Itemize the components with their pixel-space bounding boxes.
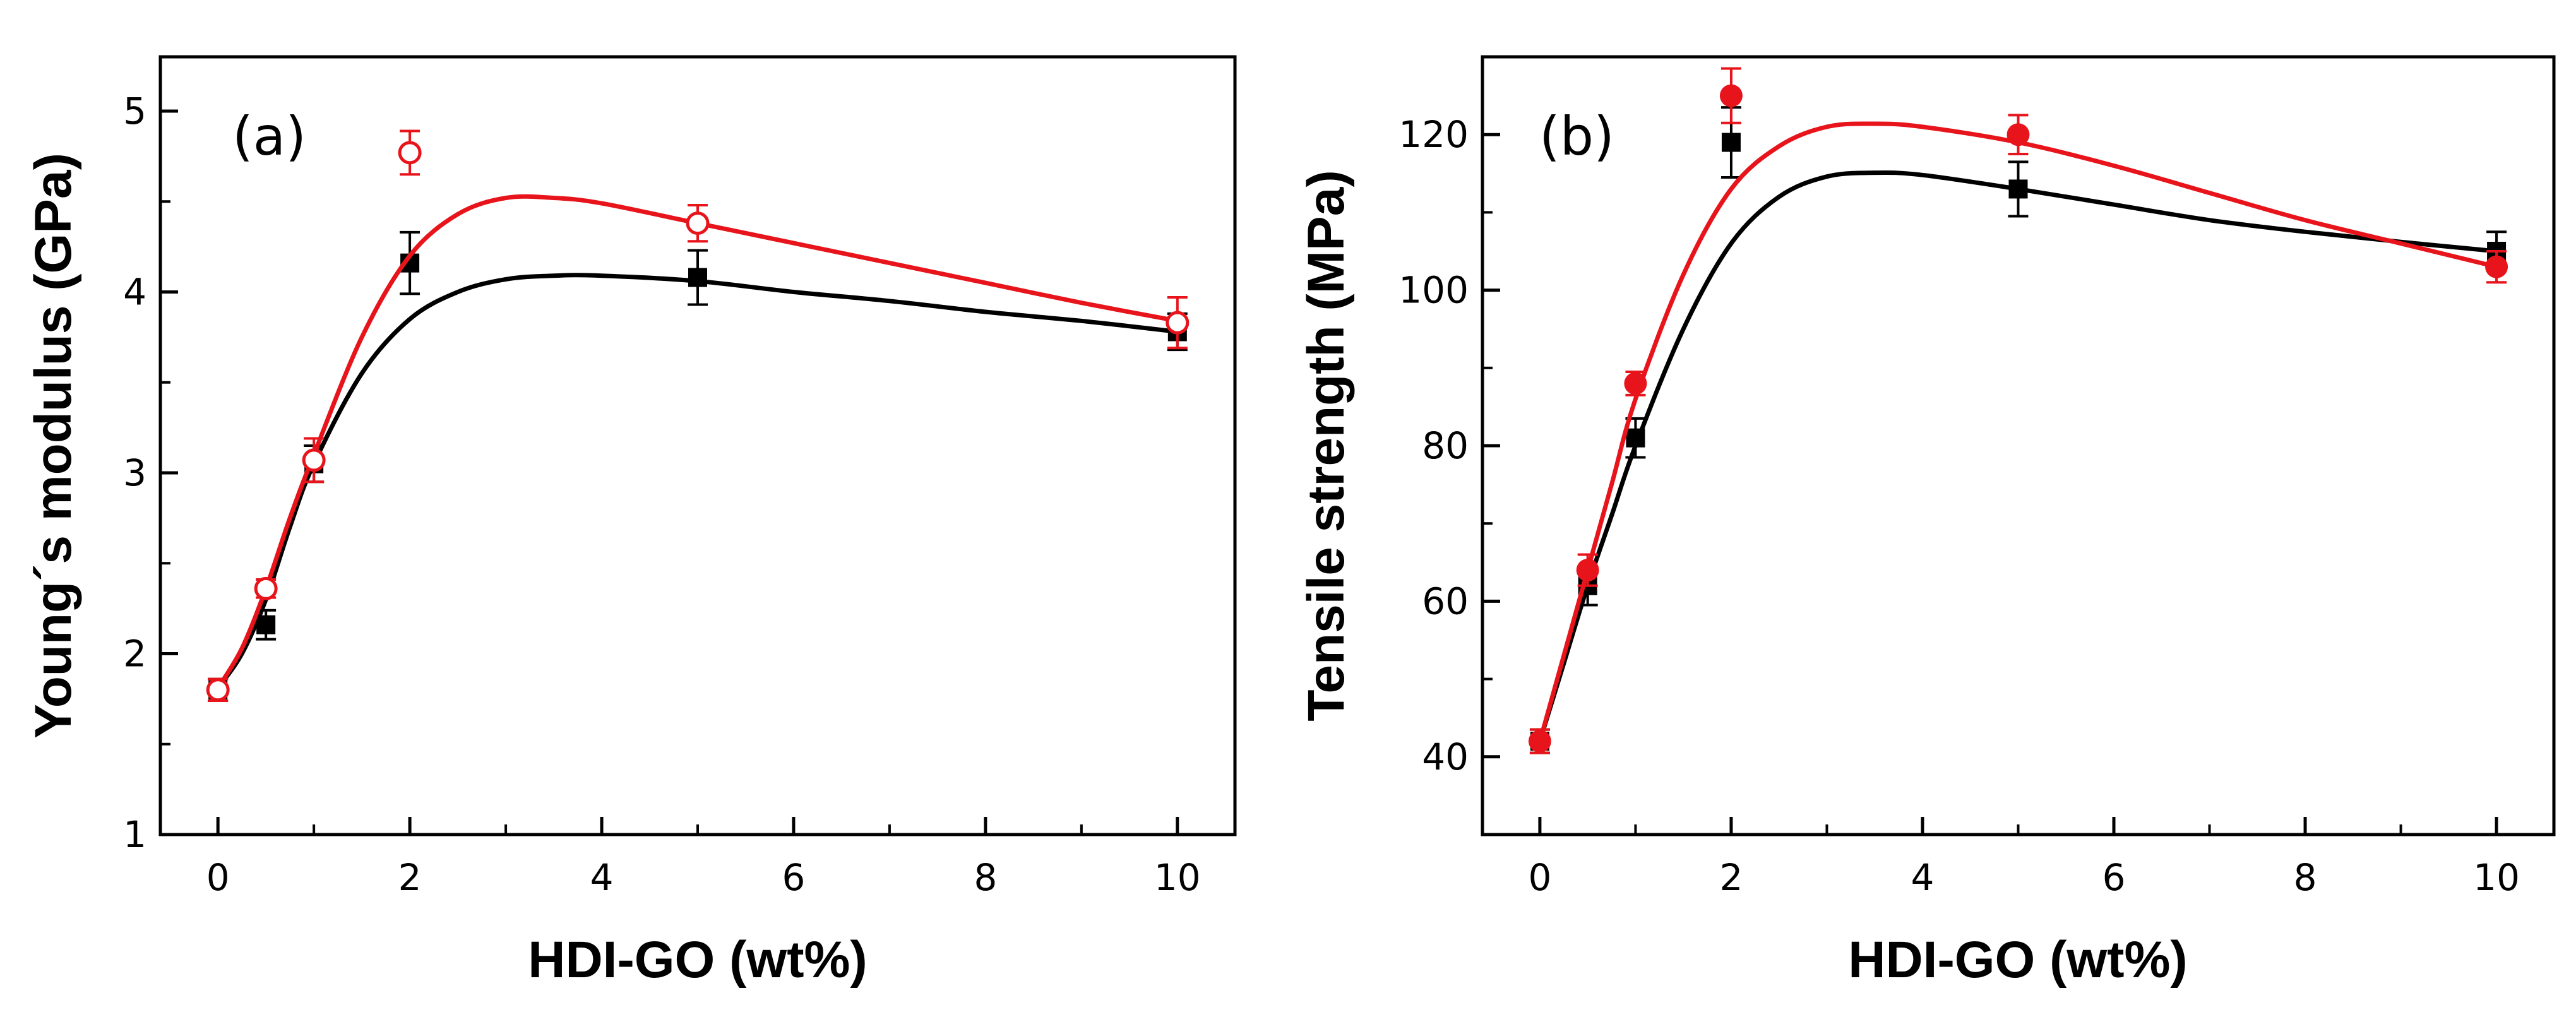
y-tick-label: 60 [1422,580,1469,622]
x-tick-label: 10 [2473,856,2520,899]
panel-b: 40 60 80 100 120 0 2 4 6 8 10 (b) HDI-GO (wt%) Te… [1297,55,2556,989]
x-axis-title-a: HDI-GO (wt%) [528,931,867,989]
y-tick-label: 120 [1398,113,1469,156]
series-1 [1529,106,2507,754]
y-tick-label: 100 [1398,269,1469,312]
x-tick-label: 8 [974,856,997,899]
series-2 [206,129,1190,702]
y-axis-title-b: Tensile strength (MPa) [1297,170,1355,721]
data-point [1626,428,1645,448]
fit-curve [216,194,1178,689]
x-tick-label: 2 [1719,856,1743,899]
series-2 [1528,67,2508,754]
y-axis-title-a: Young´s modulus (GPa) [25,153,82,739]
y-tick-label: 3 [123,451,146,494]
panel-label-b: (b) [1539,105,1614,167]
data-point [1719,84,1743,107]
fit-curve [1537,121,2497,742]
data-point [1624,372,1647,395]
fit-curve [216,273,1178,689]
data-point [206,678,230,702]
x-tick-label: 10 [1154,856,1201,899]
data-point [398,141,422,165]
x-tick-label: 8 [2294,856,2317,899]
series-group-b [1528,67,2508,754]
panel-a: 1 2 3 4 5 0 2 4 6 8 10 (a) HDI-GO (wt%) Young´s m… [25,55,1237,989]
data-point [254,576,278,600]
data-point [2485,255,2508,278]
data-point [686,211,710,235]
y-tick-label: 80 [1422,424,1469,467]
fit-curve [1537,170,2497,742]
x-tick-label: 6 [2102,856,2126,899]
data-point [2008,179,2028,199]
series-1 [208,230,1188,702]
data-point [1528,730,1551,753]
data-point [1721,133,1741,152]
y-tick-label: 2 [123,632,146,675]
x-tick-label: 0 [1528,856,1551,899]
data-point [688,268,707,287]
x-tick-label: 0 [206,856,230,899]
series-group-a [206,129,1190,702]
y-tick-label: 5 [123,90,146,133]
x-tick-label: 4 [590,856,614,899]
data-point [302,448,326,472]
data-point [256,615,276,634]
y-tick-label: 4 [123,270,146,313]
y-tick-label: 40 [1422,735,1469,778]
x-tick-label: 6 [782,856,806,899]
x-axis-title-b: HDI-GO (wt%) [1848,931,2187,989]
data-point [1166,311,1190,335]
x-tick-label: 2 [398,856,422,899]
panel-label-a: (a) [232,105,306,167]
x-ticks-b: 0 2 4 6 8 10 [1528,817,2520,899]
y-ticks-b: 40 60 80 100 120 [1398,113,1500,778]
y-ticks-a: 1 2 3 4 5 [123,90,178,856]
data-point [2007,123,2030,146]
x-ticks-a: 0 2 4 6 8 10 [206,817,1201,899]
data-point [1576,559,1599,582]
x-tick-label: 4 [1911,856,1935,899]
y-tick-label: 1 [123,813,146,856]
